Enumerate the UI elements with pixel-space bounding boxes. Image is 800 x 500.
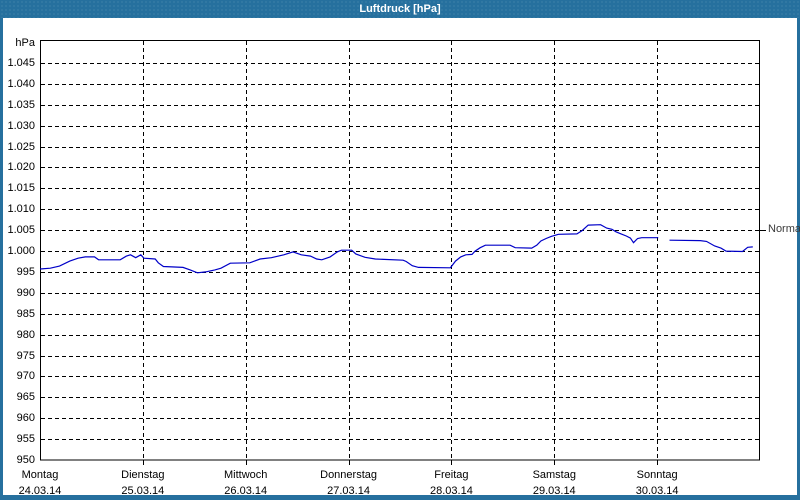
y-tick-label: 955: [16, 433, 35, 445]
x-day-label: Donnerstag: [320, 469, 377, 481]
y-tick-label: 995: [16, 266, 35, 278]
x-date-label: 25.03.14: [121, 485, 165, 497]
x-date-label: 30.03.14: [635, 485, 679, 497]
y-tick-label: 1.010: [7, 203, 35, 215]
title-bar: Luftdruck [hPa]: [0, 0, 800, 18]
x-day-label: Mittwoch: [224, 469, 268, 481]
y-tick-label: 1.015: [7, 182, 35, 194]
x-day-label: Freitag: [434, 469, 469, 481]
window-title: Luftdruck [hPa]: [359, 3, 441, 15]
x-date-label: 29.03.14: [532, 485, 576, 497]
y-tick-label: 1.030: [7, 120, 35, 132]
y-tick-label: 970: [16, 370, 35, 382]
x-day-label: Montag: [21, 469, 59, 481]
y-tick-label: 950: [16, 454, 35, 466]
chart-canvas: [3, 18, 797, 495]
x-day-label: Dienstag: [121, 469, 165, 481]
y-tick-label: 975: [16, 350, 35, 362]
x-day-label: Sonntag: [636, 469, 678, 481]
x-date-label: 24.03.14: [18, 485, 62, 497]
y-tick-label: 1.025: [7, 141, 35, 153]
x-date-label: 26.03.14: [224, 485, 268, 497]
y-tick-label: 1.005: [7, 224, 35, 236]
y-tick-label: 965: [16, 391, 35, 403]
y-tick-label: 960: [16, 412, 35, 424]
y-tick-label: 1.035: [7, 99, 35, 111]
x-date-label: 27.03.14: [327, 485, 370, 497]
y-tick-label: 985: [16, 308, 35, 320]
y-tick-label: 990: [16, 287, 35, 299]
normal-marker-label: Normal: [768, 223, 800, 235]
y-tick-label: 1.020: [7, 161, 35, 173]
y-axis-unit-label: hPa: [15, 37, 35, 49]
y-tick-label: 1.000: [7, 245, 35, 257]
y-tick-label: 1.045: [7, 57, 35, 69]
y-tick-label: 980: [16, 329, 35, 341]
x-day-label: Samstag: [532, 469, 576, 481]
x-date-label: 28.03.14: [430, 485, 473, 497]
y-tick-label: 1.040: [7, 78, 35, 90]
